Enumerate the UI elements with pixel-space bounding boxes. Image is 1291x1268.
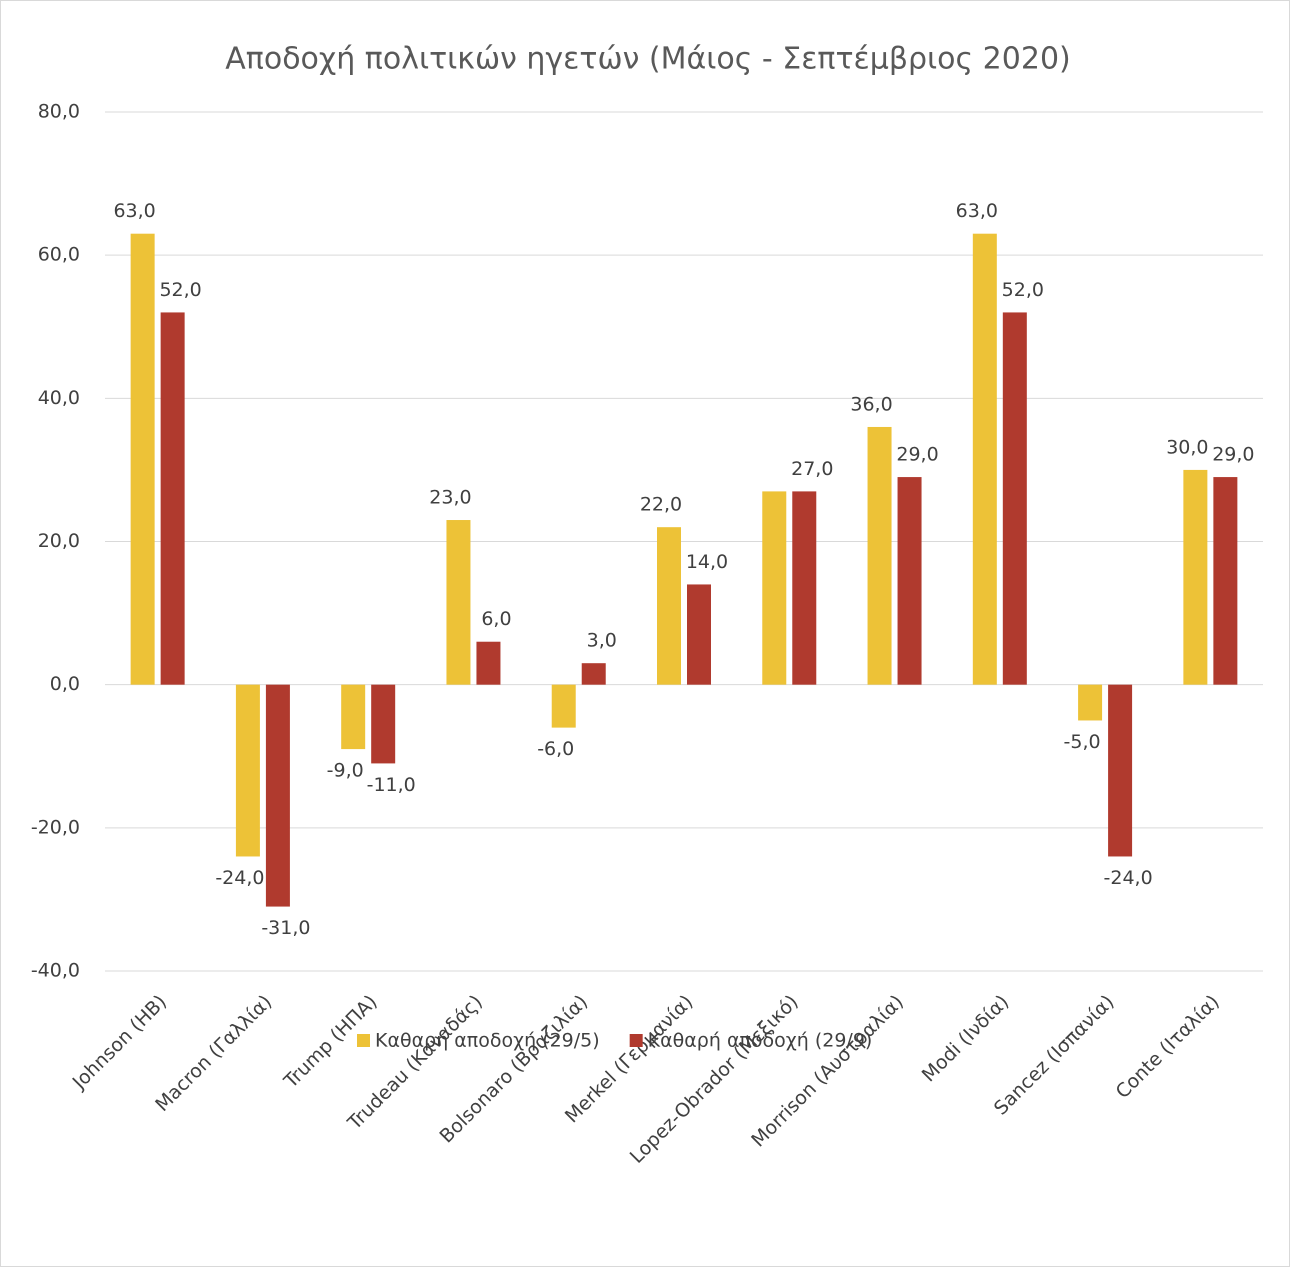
bar (551, 684, 576, 728)
data-label: 30,0 (1166, 436, 1208, 458)
y-tick-label: -40,0 (31, 960, 80, 982)
y-tick-label: 40,0 (38, 387, 80, 409)
data-label: -6,0 (537, 738, 574, 760)
bar (762, 491, 787, 685)
legend-swatch (629, 1034, 643, 1047)
data-label: 63,0 (113, 200, 155, 222)
bar (972, 233, 997, 685)
data-label: 29,0 (896, 444, 938, 466)
bar (341, 684, 366, 750)
data-label: 52,0 (1002, 279, 1044, 301)
bar (581, 663, 606, 685)
bar (160, 312, 185, 685)
bar (265, 684, 290, 907)
y-tick-label: 80,0 (38, 101, 80, 123)
y-tick-label: 0,0 (50, 673, 80, 695)
legend-swatch (357, 1034, 370, 1047)
data-label: 22,0 (640, 494, 682, 516)
bar (792, 491, 817, 685)
y-tick-label: -20,0 (31, 816, 80, 838)
data-label: 27,0 (791, 458, 833, 480)
bar (1002, 312, 1027, 685)
data-label: -9,0 (327, 760, 364, 782)
data-label: 63,0 (956, 200, 998, 222)
data-label: -24,0 (215, 867, 264, 889)
bar (1213, 477, 1238, 685)
legend-label: Καθαρή αποδοχή (29/9) (648, 1030, 873, 1052)
data-label: -31,0 (261, 917, 310, 939)
bar (235, 684, 260, 857)
y-tick-label: 60,0 (38, 244, 80, 266)
data-label: 23,0 (429, 487, 471, 509)
data-label: 29,0 (1212, 444, 1254, 466)
bar (476, 641, 501, 685)
chart-title: Αποδοχή πολιτικών ηγετών (Μάιος - Σεπτέμ… (225, 42, 1070, 77)
bar (1108, 684, 1133, 857)
data-label: -24,0 (1104, 867, 1153, 889)
y-tick-label: 20,0 (38, 530, 80, 552)
bar (446, 520, 471, 685)
bar (687, 584, 711, 685)
bar (867, 426, 892, 685)
data-label: -11,0 (367, 774, 416, 796)
data-label: -5,0 (1064, 731, 1101, 753)
bar (371, 684, 396, 764)
data-label: 3,0 (587, 630, 617, 652)
bar (657, 527, 681, 685)
data-label: 36,0 (850, 393, 892, 415)
bar (1078, 684, 1103, 721)
data-label: 52,0 (159, 279, 201, 301)
bar (1183, 469, 1208, 685)
data-label: 6,0 (481, 608, 511, 630)
bar (130, 233, 155, 685)
bar (897, 477, 922, 685)
legend-label: Καθαρή αποδοχή (29/5) (375, 1030, 600, 1052)
data-label: 14,0 (686, 551, 728, 573)
